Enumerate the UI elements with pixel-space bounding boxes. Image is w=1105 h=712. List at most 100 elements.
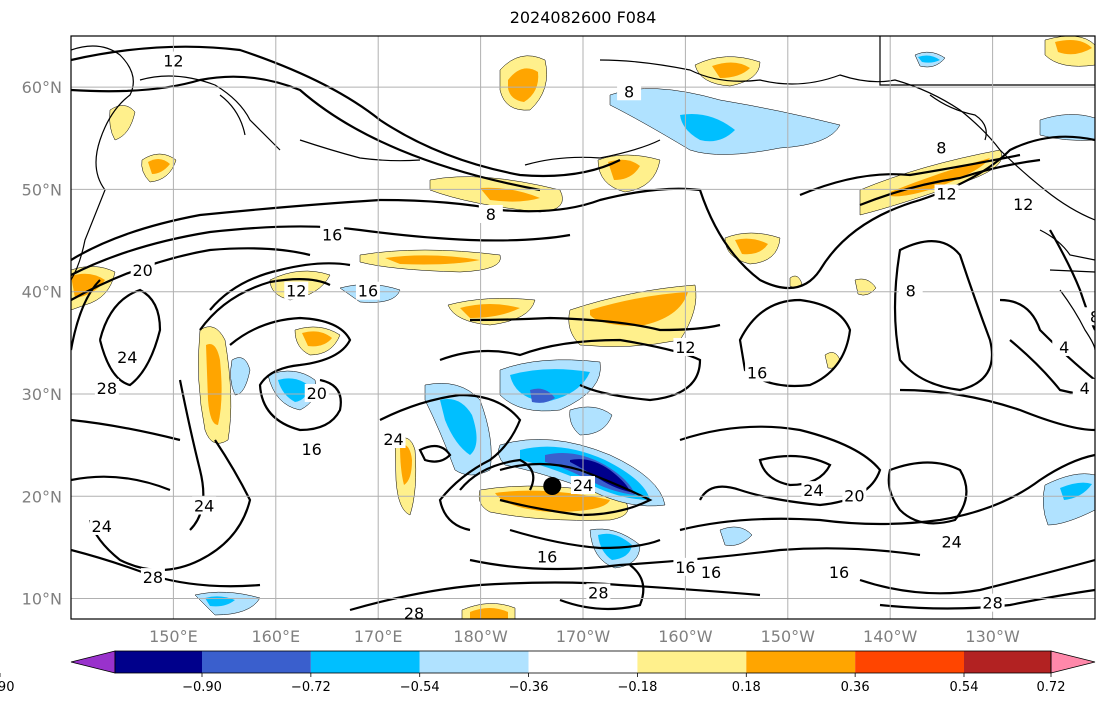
contour-label-bg: [381, 430, 406, 449]
colorbar-segment: [855, 651, 964, 673]
contour-label-bg: [898, 281, 923, 300]
latitude-tick-label: 20°N: [22, 487, 62, 506]
colorbar-extend-low: [70, 650, 116, 674]
contour-label-bg: [299, 440, 324, 459]
contour-label: 28: [404, 604, 424, 623]
colorbar-tick-label: −0.90: [182, 680, 222, 695]
contour-label: 24: [941, 532, 961, 551]
contour-label: 28: [143, 568, 163, 587]
longitude-tick-label: 180°W: [453, 627, 508, 646]
contour-label-bg: [827, 562, 851, 581]
contour-label-bg: [1052, 337, 1077, 356]
colorbar-outline: [114, 650, 1052, 674]
colorbar-segment: [310, 651, 420, 673]
colorbar-extend-high: [1050, 650, 1096, 674]
contour-label: 20: [307, 384, 327, 403]
colorbar-tick-label: −0.72: [291, 680, 331, 695]
colorbar-tick-label: −0.54: [400, 680, 440, 695]
contour-label: 8: [486, 205, 496, 224]
longitude-tick-label: 130°W: [965, 627, 1020, 646]
contour-label-bg: [980, 593, 1005, 612]
contour-label-bg: [673, 337, 698, 356]
colorbar-tick-label: 0.54: [950, 680, 979, 695]
contour-label-bg: [130, 261, 155, 280]
contour-label: 16: [537, 548, 557, 567]
latitude-labels: 10°N 20°N 30°N 40°N 50°N 60°N: [22, 78, 62, 608]
anomaly-shading: [71, 36, 1095, 619]
colorbar-segment: [746, 651, 856, 673]
contour-label-bg: [699, 562, 723, 581]
contour-label: 24: [117, 348, 137, 367]
latitude-tick-label: 10°N: [22, 590, 62, 609]
latitude-tick-label: 30°N: [22, 385, 62, 404]
contour-label-bg: [929, 138, 954, 157]
contour-label: 16: [322, 225, 342, 244]
contour-label-bg: [934, 184, 959, 203]
contour-label: 12: [936, 185, 956, 204]
contour-label-bg: [140, 568, 165, 587]
contour-label: 24: [92, 517, 112, 536]
contour-label-bg: [161, 51, 186, 70]
contour-label: 24: [803, 481, 823, 500]
contour-label: 16: [358, 282, 378, 301]
graticule: [71, 36, 1095, 619]
contour-label-bg: [617, 82, 642, 101]
contour-label: 16: [301, 440, 321, 459]
contour-label-bg: [192, 496, 217, 515]
storm-center-marker: [543, 477, 562, 496]
contour-label-bg: [1083, 307, 1095, 326]
contour-label: 24: [194, 496, 214, 515]
colorbar-segment: [528, 651, 638, 673]
contour-label: 28: [982, 594, 1002, 613]
plot-frame: [70, 35, 1096, 620]
contour-label-bg: [304, 383, 329, 402]
contour-label: 12: [163, 52, 183, 71]
contour-label-bg: [801, 481, 826, 500]
coastlines: [71, 36, 1095, 351]
contour-label: 16: [829, 563, 849, 582]
contour-label: 8: [936, 139, 946, 158]
longitude-tick-label: 150°W: [761, 627, 816, 646]
contour-label: 28: [588, 583, 608, 602]
contour-label-bg: [115, 348, 140, 367]
contour-label: 12: [1013, 195, 1033, 214]
contour-label-bg: [89, 516, 114, 535]
contour-label: 16: [675, 558, 695, 577]
longitude-tick-label: 140°W: [863, 627, 918, 646]
contour-label-bg: [586, 583, 611, 602]
contour-label: 8: [906, 282, 916, 301]
contour-label: 20: [844, 486, 864, 505]
colorbar-segment: [115, 651, 202, 673]
contour-label-bg: [320, 225, 345, 244]
colorbar-tick-label: −0.18: [618, 680, 658, 695]
contour-label-bg: [673, 557, 698, 576]
contour-label-bg: [525, 629, 549, 647]
contour-label-bg: [1072, 378, 1095, 397]
colorbar-tick-label: 0.18: [732, 680, 761, 695]
contour-label-bg: [1011, 194, 1036, 213]
colorbar-tick-label: 0.72: [1037, 680, 1066, 695]
colorbar-tick-label: 0.36: [841, 680, 870, 695]
contour-label: 8: [1090, 307, 1100, 326]
contour-label: 24: [383, 430, 403, 449]
contour-label-bg: [402, 603, 427, 619]
contour-label-bg: [284, 281, 309, 300]
contour-label-bg: [745, 363, 770, 382]
contour-label: 12: [286, 282, 306, 301]
colorbar-segment: [419, 651, 529, 673]
colorbar-tick-label: −0.36: [509, 680, 549, 695]
contour-label-bg: [842, 486, 867, 505]
contour-label: 4: [1059, 338, 1069, 357]
contour-label: 8: [624, 82, 634, 101]
colorbar-tick-label: 0.90: [0, 680, 14, 695]
latitude-tick-label: 40°N: [22, 283, 62, 302]
colorbar-segment: [964, 651, 1051, 673]
longitude-labels: 150°E 160°E 170°E 180°W 170°W 160°W 150°W 140°W…: [149, 627, 1020, 646]
longitude-tick-label: 160°E: [251, 627, 300, 646]
contour-label: 20: [133, 261, 153, 280]
contour-label: 4: [1080, 379, 1090, 398]
contour-label-bg: [535, 547, 560, 566]
contour-label: 16: [701, 563, 721, 582]
